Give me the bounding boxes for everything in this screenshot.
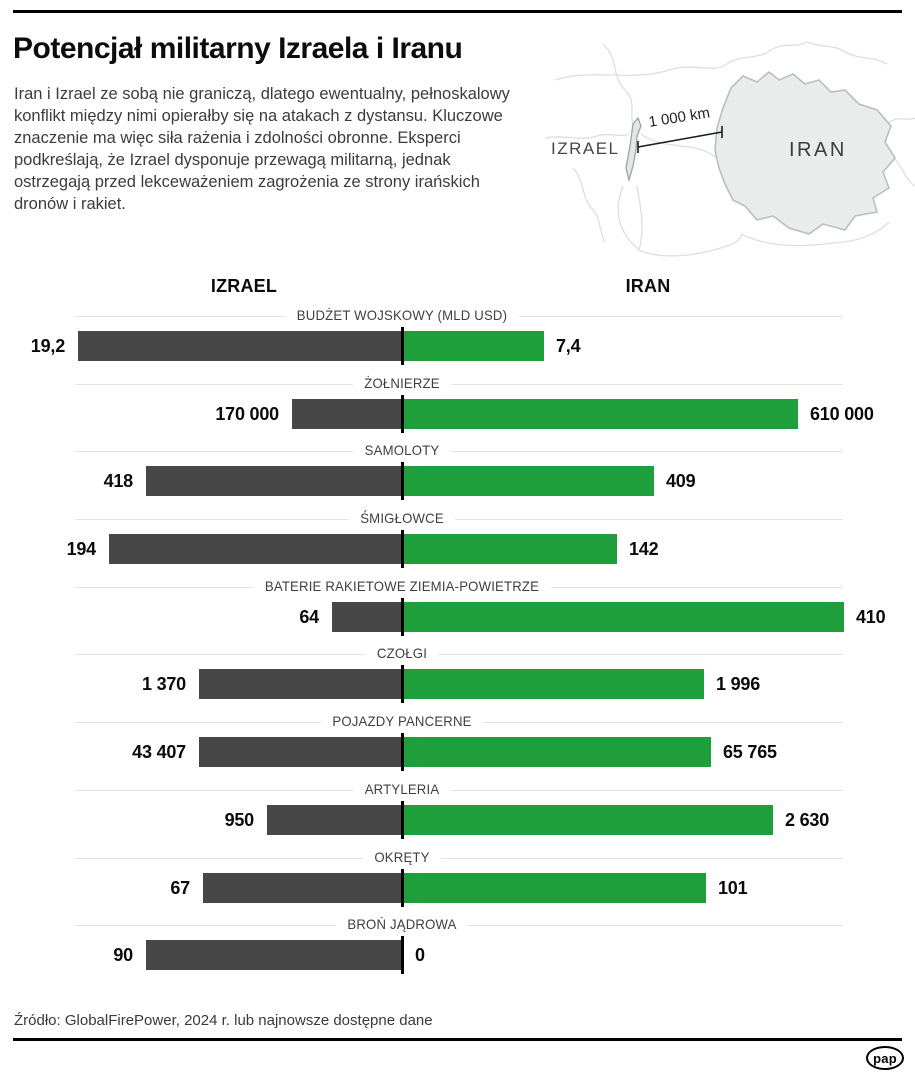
israel-bar (78, 331, 402, 361)
israel-bar (109, 534, 402, 565)
category-label: OKRĘTY (363, 848, 441, 865)
iran-bar (403, 466, 654, 497)
iran-bar (403, 872, 706, 903)
center-divider (400, 394, 404, 433)
israel-value-label: 194 (66, 539, 97, 560)
center-divider (400, 665, 404, 704)
category-rule-line (75, 383, 843, 385)
israel-value-label: 90 (113, 945, 133, 966)
israel-value-label: 67 (170, 877, 190, 898)
category-label: CZOŁGI (365, 645, 439, 662)
chart-row: ARTYLERIA 950 2 630 (0, 780, 915, 848)
map-israel-shape (625, 116, 642, 183)
chart-rows: BUDŻET WOJSKOWY (MLD USD) 19,2 7,4 ŻOŁNI… (0, 306, 915, 983)
israel-bar (267, 804, 402, 835)
column-header-izrael: IZRAEL (210, 276, 278, 296)
category-label: SAMOLOTY (353, 442, 451, 459)
israel-bar (332, 601, 402, 632)
center-divider (400, 936, 404, 975)
pap-logo: pap (866, 1046, 904, 1070)
map-svg: 1 000 km IZRAEL IRAN (544, 41, 915, 257)
category-label: BUDŻET WOJSKOWY (MLD USD) (285, 307, 519, 323)
top-divider-rule (13, 10, 902, 13)
distance-label: 1 000 km (647, 104, 711, 130)
israel-bar (146, 940, 402, 971)
israel-value-label: 64 (299, 606, 319, 627)
israel-value-label: 950 (224, 809, 255, 830)
israel-bar (292, 398, 402, 429)
pap-logo-text: pap (873, 1050, 897, 1066)
map-background-borders (544, 41, 915, 257)
iran-value-label: 7,4 (556, 336, 581, 356)
center-divider (400, 462, 404, 501)
israel-bar (203, 872, 402, 903)
israel-bar (199, 669, 402, 700)
chart-row: SAMOLOTY 418 409 (0, 441, 915, 509)
iran-value-label: 1 996 (716, 674, 761, 695)
map-label-izrael: IZRAEL (551, 139, 620, 158)
category-rule-line (75, 654, 843, 656)
center-divider (400, 597, 404, 636)
iran-value-label: 142 (629, 539, 659, 560)
iran-value-label: 101 (718, 877, 748, 898)
category-label: BROŃ JĄDROWA (336, 916, 468, 933)
page-title: Potencjał militarny Izraela i Iranu (13, 32, 463, 65)
chart-row: ŻOŁNIERZE 170 000 610 000 (0, 374, 915, 442)
iran-value-label: 410 (856, 606, 886, 627)
chart-row: ŚMIGŁOWCE 194 142 (0, 509, 915, 577)
category-rule-line (75, 789, 843, 791)
chart-row: BROŃ JĄDROWA 90 0 (0, 915, 915, 983)
center-divider (400, 800, 404, 839)
israel-value-label: 1 370 (141, 674, 186, 695)
israel-value-label: 418 (103, 471, 134, 492)
distance-line (637, 126, 723, 153)
category-rule-line (75, 857, 843, 859)
iran-bar (403, 737, 711, 768)
center-divider (400, 327, 404, 365)
iran-value-label: 65 765 (723, 742, 777, 763)
israel-value-label: 170 000 (215, 403, 279, 424)
chart-row: BATERIE RAKIETOWE ZIEMIA-POWIETRZE 64 41… (0, 577, 915, 645)
iran-value-label: 610 000 (810, 403, 874, 424)
category-label: ARTYLERIA (353, 780, 451, 797)
source-note: Źródło: GlobalFirePower, 2024 r. lub naj… (14, 1012, 433, 1029)
category-rule-line (75, 451, 843, 453)
iran-bar (403, 534, 617, 565)
center-divider (400, 733, 404, 772)
iran-bar (403, 331, 544, 361)
iran-bar (403, 804, 773, 835)
category-label: ŻOŁNIERZE (352, 374, 452, 391)
map-label-iran: IRAN (789, 139, 847, 161)
israel-bar (199, 737, 402, 768)
chart-row: BUDŻET WOJSKOWY (MLD USD) 19,2 7,4 (0, 306, 915, 374)
bottom-divider-rule (13, 1038, 902, 1041)
iran-value-label: 2 630 (785, 809, 830, 830)
iran-bar (403, 669, 704, 700)
category-rule-line (75, 519, 843, 521)
iran-value-label: 409 (666, 471, 696, 492)
iran-bar (403, 398, 798, 429)
locator-map: 1 000 km IZRAEL IRAN (544, 18, 915, 266)
category-label: BATERIE RAKIETOWE ZIEMIA-POWIETRZE (253, 577, 551, 594)
chart-row: POJAZDY PANCERNE 43 407 65 765 (0, 712, 915, 780)
category-label: ŚMIGŁOWCE (348, 510, 456, 527)
center-divider (400, 868, 404, 907)
israel-value-label: 43 407 (132, 742, 186, 763)
israel-value-label: 19,2 (30, 336, 65, 356)
iran-value-label: 0 (415, 945, 425, 966)
intro-text: Iran i Izrael ze sobą nie graniczą, dlat… (14, 85, 510, 213)
chart-row: CZOŁGI 1 370 1 996 (0, 644, 915, 712)
center-divider (400, 530, 404, 569)
column-header-iran: IRAN (625, 276, 671, 296)
chart-row: OKRĘTY 67 101 (0, 848, 915, 916)
category-label: POJAZDY PANCERNE (321, 713, 483, 730)
israel-bar (146, 466, 402, 497)
map-iran-shape (714, 70, 896, 235)
iran-bar (403, 601, 844, 632)
